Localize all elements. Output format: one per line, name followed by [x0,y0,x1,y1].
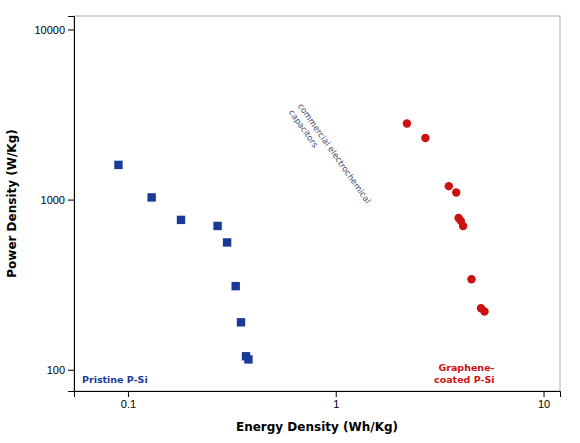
point [480,307,488,315]
x-axis-title: Energy Density (Wh/Kg) [236,420,398,434]
tick-label: 0.1 [121,398,136,410]
tick: 1000 [41,194,74,206]
point [147,193,155,201]
tick: 10 [538,391,550,410]
point [213,222,221,230]
tick-label: 100 [47,364,65,376]
point [177,216,185,224]
series [403,119,489,315]
point [421,134,429,142]
tick-mark [128,391,129,397]
tick-mark [336,391,337,397]
annotations: Pristine P-Si Graphene-coated P-Si commerc… [82,101,495,385]
tick-label: 10 [538,398,550,410]
series [114,161,252,364]
y-axis: 100 1000 10000 [34,17,74,392]
plot: 0.1 1 10 100 1000 10000 Pristine P-Si Graphene-… [34,16,560,410]
tick: 10000 [34,23,74,35]
point [244,355,252,363]
tick-mark [68,200,74,201]
tick: 0.1 [121,391,136,410]
point [467,275,475,283]
axis-line [68,17,75,392]
tick-label: 1 [333,398,339,410]
annotation: Graphene-coated P-Si [434,362,495,385]
annotation: commercial electrochemicalcapacitors [287,101,373,211]
point [403,119,411,127]
plot-frame [74,16,560,391]
tick-label: 1000 [41,194,65,206]
annotation: Pristine P-Si [82,374,148,385]
x-axis: 0.1 1 10 [75,391,561,410]
tick: 100 [47,364,74,376]
tick-mark [68,370,74,371]
chart: 0.1 1 10 100 1000 10000 Pristine P-Si Graphene-… [0,0,580,443]
point [445,182,453,190]
axis-line [75,392,561,398]
y-axis-title: Power Density (W/Kg) [5,129,19,277]
tick-label: 10000 [34,23,65,35]
point [237,318,245,326]
tick-mark [544,391,545,397]
point [459,222,467,230]
point [452,188,460,196]
tick: 1 [333,391,339,410]
tick-mark [68,29,74,30]
point [114,161,122,169]
point [223,238,231,246]
point [231,282,239,290]
points [114,119,488,363]
